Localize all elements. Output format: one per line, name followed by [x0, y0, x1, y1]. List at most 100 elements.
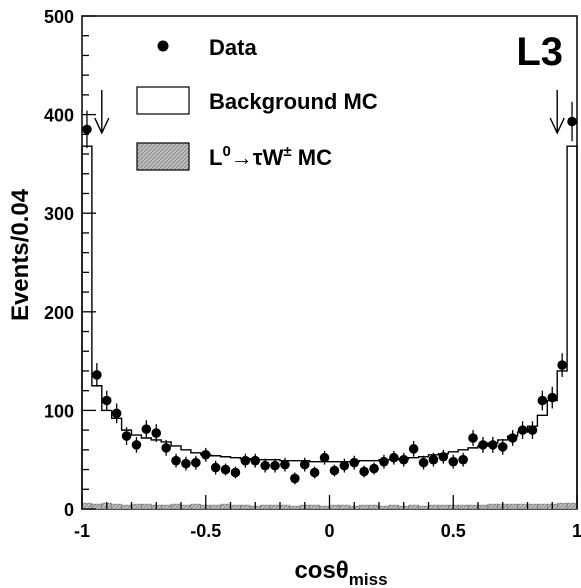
data-point	[111, 403, 122, 424]
data-marker	[280, 459, 290, 470]
data-marker	[329, 465, 340, 476]
data-marker	[181, 458, 191, 469]
signal-bar	[517, 503, 528, 510]
signal-bar	[260, 504, 271, 510]
data-marker	[309, 467, 320, 478]
data-point	[349, 455, 360, 470]
data-marker	[418, 457, 429, 468]
data-point	[458, 452, 468, 467]
legend-background-swatch	[136, 86, 190, 115]
y-tick-label: 400	[44, 106, 74, 126]
data-point	[309, 466, 320, 479]
signal-bar	[339, 504, 350, 510]
data-marker	[250, 455, 261, 466]
legend: Data Background MC L0→τW± MC	[136, 35, 378, 171]
cut-arrow-head	[549, 117, 565, 135]
data-point	[527, 421, 538, 439]
cut-arrow	[549, 90, 565, 135]
data-marker	[408, 444, 419, 454]
data-point	[468, 430, 478, 446]
data-point	[398, 452, 409, 467]
signal-bar	[131, 503, 142, 510]
data-marker	[270, 460, 280, 471]
data-point	[240, 453, 251, 468]
y-axis: 0 100 200 300 400 500	[44, 7, 96, 520]
data-marker	[359, 466, 369, 477]
data-point	[92, 363, 102, 387]
signal-bar	[289, 505, 300, 510]
data-point	[290, 472, 300, 485]
signal-bar	[91, 503, 103, 510]
data-point	[389, 450, 399, 465]
data-marker	[171, 455, 181, 466]
data-marker	[369, 463, 379, 474]
data-point	[418, 455, 429, 470]
data-point	[319, 450, 330, 465]
data-marker	[428, 454, 439, 465]
data-point	[379, 454, 389, 469]
data-marker	[557, 360, 567, 370]
y-axis-title: Events/0.04	[7, 188, 34, 321]
data-point	[260, 458, 270, 473]
data-point	[567, 101, 577, 142]
signal-bar	[309, 504, 320, 510]
signal-bar	[230, 504, 241, 510]
legend-data-label: Data	[209, 35, 257, 60]
data-marker	[131, 440, 142, 450]
legend-signal-swatch	[136, 142, 190, 171]
data-point	[369, 462, 379, 475]
signal-bar	[160, 504, 172, 510]
data-point	[280, 457, 290, 472]
data-point	[339, 458, 350, 473]
background-mc-histogram	[81, 145, 578, 509]
data-marker	[240, 455, 251, 466]
data-point	[200, 447, 211, 462]
data-marker	[517, 425, 528, 435]
data-point	[191, 455, 201, 470]
x-tick-label: 1	[572, 521, 581, 541]
data-point	[82, 110, 92, 149]
data-point	[171, 453, 181, 468]
y-tick-label: 200	[44, 303, 74, 323]
data-marker	[527, 425, 538, 435]
signal-bar	[388, 504, 399, 510]
data-points	[82, 101, 577, 485]
signal-bar	[507, 503, 518, 510]
x-tick-label: -0.5	[190, 521, 221, 541]
data-point	[220, 463, 231, 476]
data-point	[448, 454, 459, 469]
data-point	[161, 439, 171, 456]
data-point	[517, 421, 528, 439]
signal-bar	[557, 502, 568, 510]
data-marker	[200, 449, 211, 460]
data-point	[359, 465, 369, 478]
data-marker	[448, 456, 459, 467]
signal-bar	[378, 505, 390, 510]
signal-bar	[566, 502, 578, 510]
signal-bar	[368, 504, 380, 510]
experiment-label: L3	[516, 30, 563, 74]
data-marker	[151, 428, 162, 438]
data-point	[329, 464, 340, 477]
signal-bar	[329, 504, 340, 510]
data-marker	[349, 457, 360, 468]
x-axis-title: cosθmiss	[294, 557, 387, 588]
data-marker	[319, 452, 330, 463]
data-marker	[121, 431, 132, 441]
y-tick-label: 500	[44, 7, 74, 27]
data-marker	[438, 451, 449, 462]
data-marker	[389, 452, 399, 463]
data-marker	[220, 464, 231, 475]
data-marker	[260, 460, 270, 471]
data-point	[131, 437, 142, 453]
data-marker	[230, 467, 241, 478]
data-marker	[468, 433, 478, 443]
data-point	[537, 390, 548, 411]
data-marker	[92, 370, 102, 380]
data-marker	[537, 395, 548, 406]
legend-signal-label: L0→τW± MC	[209, 143, 332, 170]
cut-arrow	[94, 90, 110, 135]
signal-bar	[180, 504, 192, 510]
data-marker	[210, 462, 221, 473]
signal-bar	[279, 504, 291, 510]
